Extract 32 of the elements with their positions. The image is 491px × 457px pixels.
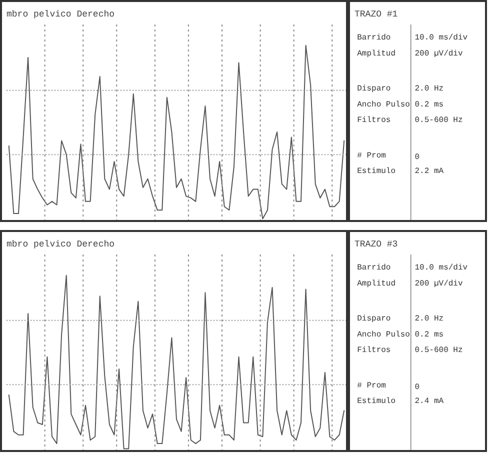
- text: Filtros: [357, 346, 391, 356]
- text: 200 µV/div: [414, 279, 463, 288]
- text: 2.2 mA: [414, 167, 444, 176]
- text: 10.0 ms/div: [414, 264, 468, 273]
- text: Amplitud: [357, 49, 396, 58]
- text: 0.2 ms: [414, 330, 444, 340]
- text: 0.5-600 Hz: [414, 116, 463, 126]
- text: 10.0 ms/div: [414, 34, 468, 43]
- text: 0: [414, 382, 420, 392]
- text: Estimulo: [357, 167, 396, 176]
- text: 0.5-600 Hz: [414, 346, 463, 356]
- chart-title: mbro pelvico Derecho: [6, 240, 115, 250]
- text: 2.0 Hz: [414, 84, 444, 94]
- text: Disparo: [357, 84, 391, 94]
- text: 0.2 ms: [414, 100, 444, 110]
- text: # Prom: [357, 381, 386, 390]
- text: 2.0 Hz: [414, 314, 444, 324]
- chart-title: mbro pelvico Derecho: [6, 10, 115, 20]
- text: Ancho Pulso: [357, 100, 410, 110]
- text: Barrido: [357, 34, 391, 43]
- text: Ancho Pulso: [357, 330, 410, 340]
- text: 2.4 mA: [414, 397, 444, 406]
- text: Estimulo: [357, 397, 396, 406]
- text: Filtros: [357, 116, 391, 126]
- text: Barrido: [357, 264, 391, 273]
- text: 200 µV/div: [414, 49, 463, 58]
- text: Amplitud: [357, 279, 396, 288]
- text: TRAZO #3: [354, 240, 398, 250]
- text: # Prom: [357, 151, 386, 160]
- text: 0: [414, 152, 420, 162]
- text: Disparo: [357, 314, 391, 324]
- text: TRAZO #1: [354, 10, 398, 20]
